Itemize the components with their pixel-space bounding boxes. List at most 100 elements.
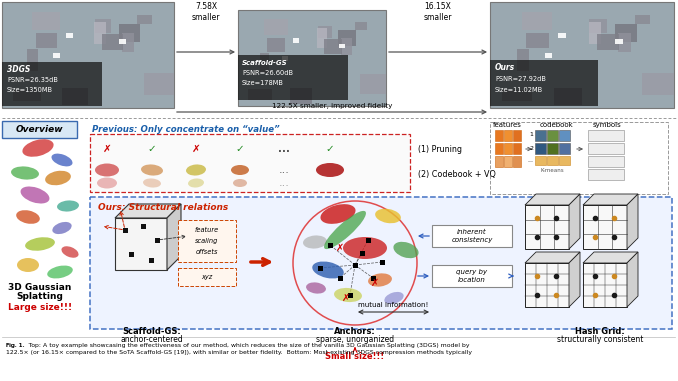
Bar xyxy=(547,130,558,141)
Bar xyxy=(238,10,386,106)
Text: ...: ... xyxy=(279,165,290,175)
Bar xyxy=(90,134,410,192)
Bar xyxy=(248,89,271,100)
Text: ✓: ✓ xyxy=(148,144,157,154)
Ellipse shape xyxy=(316,163,344,177)
Ellipse shape xyxy=(17,258,39,272)
Bar xyxy=(618,33,631,52)
Bar xyxy=(432,225,512,247)
Ellipse shape xyxy=(188,178,204,187)
Bar xyxy=(267,38,285,52)
Bar xyxy=(588,143,624,154)
Bar xyxy=(122,33,134,52)
Text: ✗: ✗ xyxy=(371,278,379,288)
Ellipse shape xyxy=(306,282,326,294)
Text: Size=11.02MB: Size=11.02MB xyxy=(495,87,543,93)
Ellipse shape xyxy=(368,273,392,287)
Ellipse shape xyxy=(20,186,49,203)
Bar xyxy=(535,156,546,165)
Bar xyxy=(525,205,569,249)
Text: Anchors:: Anchors: xyxy=(334,327,376,336)
Bar xyxy=(119,39,126,44)
Bar xyxy=(504,156,512,167)
Text: ✓: ✓ xyxy=(325,144,334,154)
Bar xyxy=(615,39,622,44)
Bar xyxy=(338,275,342,280)
Text: Hash Grid:: Hash Grid: xyxy=(575,327,625,336)
Text: mutual information!: mutual information! xyxy=(358,302,428,308)
Bar xyxy=(517,49,529,71)
Text: Fig. 1.  ​Top​: A toy example showcasing the effectiveness of our method, which : Fig. 1. ​Top​: A toy example showcasing … xyxy=(6,343,472,355)
Bar xyxy=(348,293,353,298)
Bar xyxy=(583,263,627,307)
Text: query by
location: query by location xyxy=(456,269,487,283)
Polygon shape xyxy=(167,204,181,270)
Text: 7.58X
smaller: 7.58X smaller xyxy=(192,2,220,22)
Bar xyxy=(293,38,299,43)
Bar xyxy=(380,259,384,264)
Bar xyxy=(588,130,624,141)
Bar xyxy=(547,156,558,165)
Text: Fig. 1.: Fig. 1. xyxy=(6,343,28,348)
Ellipse shape xyxy=(52,154,73,166)
Bar xyxy=(355,22,367,30)
Bar xyxy=(490,60,598,106)
Polygon shape xyxy=(583,252,638,263)
Ellipse shape xyxy=(375,209,401,223)
Bar xyxy=(642,73,674,95)
Text: ✗: ✗ xyxy=(102,144,111,154)
Ellipse shape xyxy=(313,261,344,279)
Bar xyxy=(94,22,106,44)
Bar xyxy=(36,33,57,48)
Ellipse shape xyxy=(22,139,54,157)
Polygon shape xyxy=(525,252,580,263)
Ellipse shape xyxy=(321,204,355,224)
Bar xyxy=(2,121,77,138)
Text: Previous: Only concentrate on “value”: Previous: Only concentrate on “value” xyxy=(92,125,279,134)
Bar xyxy=(66,33,73,38)
Bar xyxy=(589,19,607,33)
Bar xyxy=(353,263,357,267)
Text: (2) Codebook + VQ: (2) Codebook + VQ xyxy=(418,171,496,179)
Bar xyxy=(260,53,269,73)
Ellipse shape xyxy=(303,235,327,248)
Polygon shape xyxy=(115,204,181,218)
Bar xyxy=(290,88,312,104)
Ellipse shape xyxy=(16,210,40,224)
Bar xyxy=(559,33,566,38)
Ellipse shape xyxy=(231,165,249,175)
Text: anchor-centered: anchor-centered xyxy=(121,335,183,344)
Text: structurally consistent: structurally consistent xyxy=(557,335,643,344)
Text: Size=178MB: Size=178MB xyxy=(242,80,284,86)
Bar xyxy=(317,28,327,48)
Ellipse shape xyxy=(393,242,418,258)
Bar xyxy=(327,242,332,248)
Bar xyxy=(144,73,174,95)
Bar xyxy=(535,143,546,154)
Bar xyxy=(583,205,627,249)
Text: features: features xyxy=(492,122,521,128)
Polygon shape xyxy=(569,252,580,307)
Text: 122.5X smaller, improved fidelity: 122.5X smaller, improved fidelity xyxy=(272,103,392,109)
Ellipse shape xyxy=(143,178,161,187)
Bar xyxy=(140,224,146,229)
Text: Large size!!!: Large size!!! xyxy=(8,303,72,312)
Bar xyxy=(513,143,521,154)
Text: PSNR=26.60dB: PSNR=26.60dB xyxy=(242,70,293,76)
Bar xyxy=(589,22,601,44)
Text: K-means: K-means xyxy=(540,168,564,173)
Bar xyxy=(129,251,134,256)
Polygon shape xyxy=(627,194,638,249)
Bar xyxy=(513,156,521,167)
Bar xyxy=(615,24,637,42)
Text: 1: 1 xyxy=(529,133,533,138)
Bar xyxy=(588,169,624,180)
Text: xyz: xyz xyxy=(201,274,213,280)
Bar xyxy=(53,53,60,58)
Bar xyxy=(544,53,552,58)
Bar xyxy=(2,2,174,108)
Bar xyxy=(526,33,549,48)
Text: sparse, unorganized: sparse, unorganized xyxy=(316,335,394,344)
Bar xyxy=(178,268,236,286)
Bar xyxy=(559,156,570,165)
